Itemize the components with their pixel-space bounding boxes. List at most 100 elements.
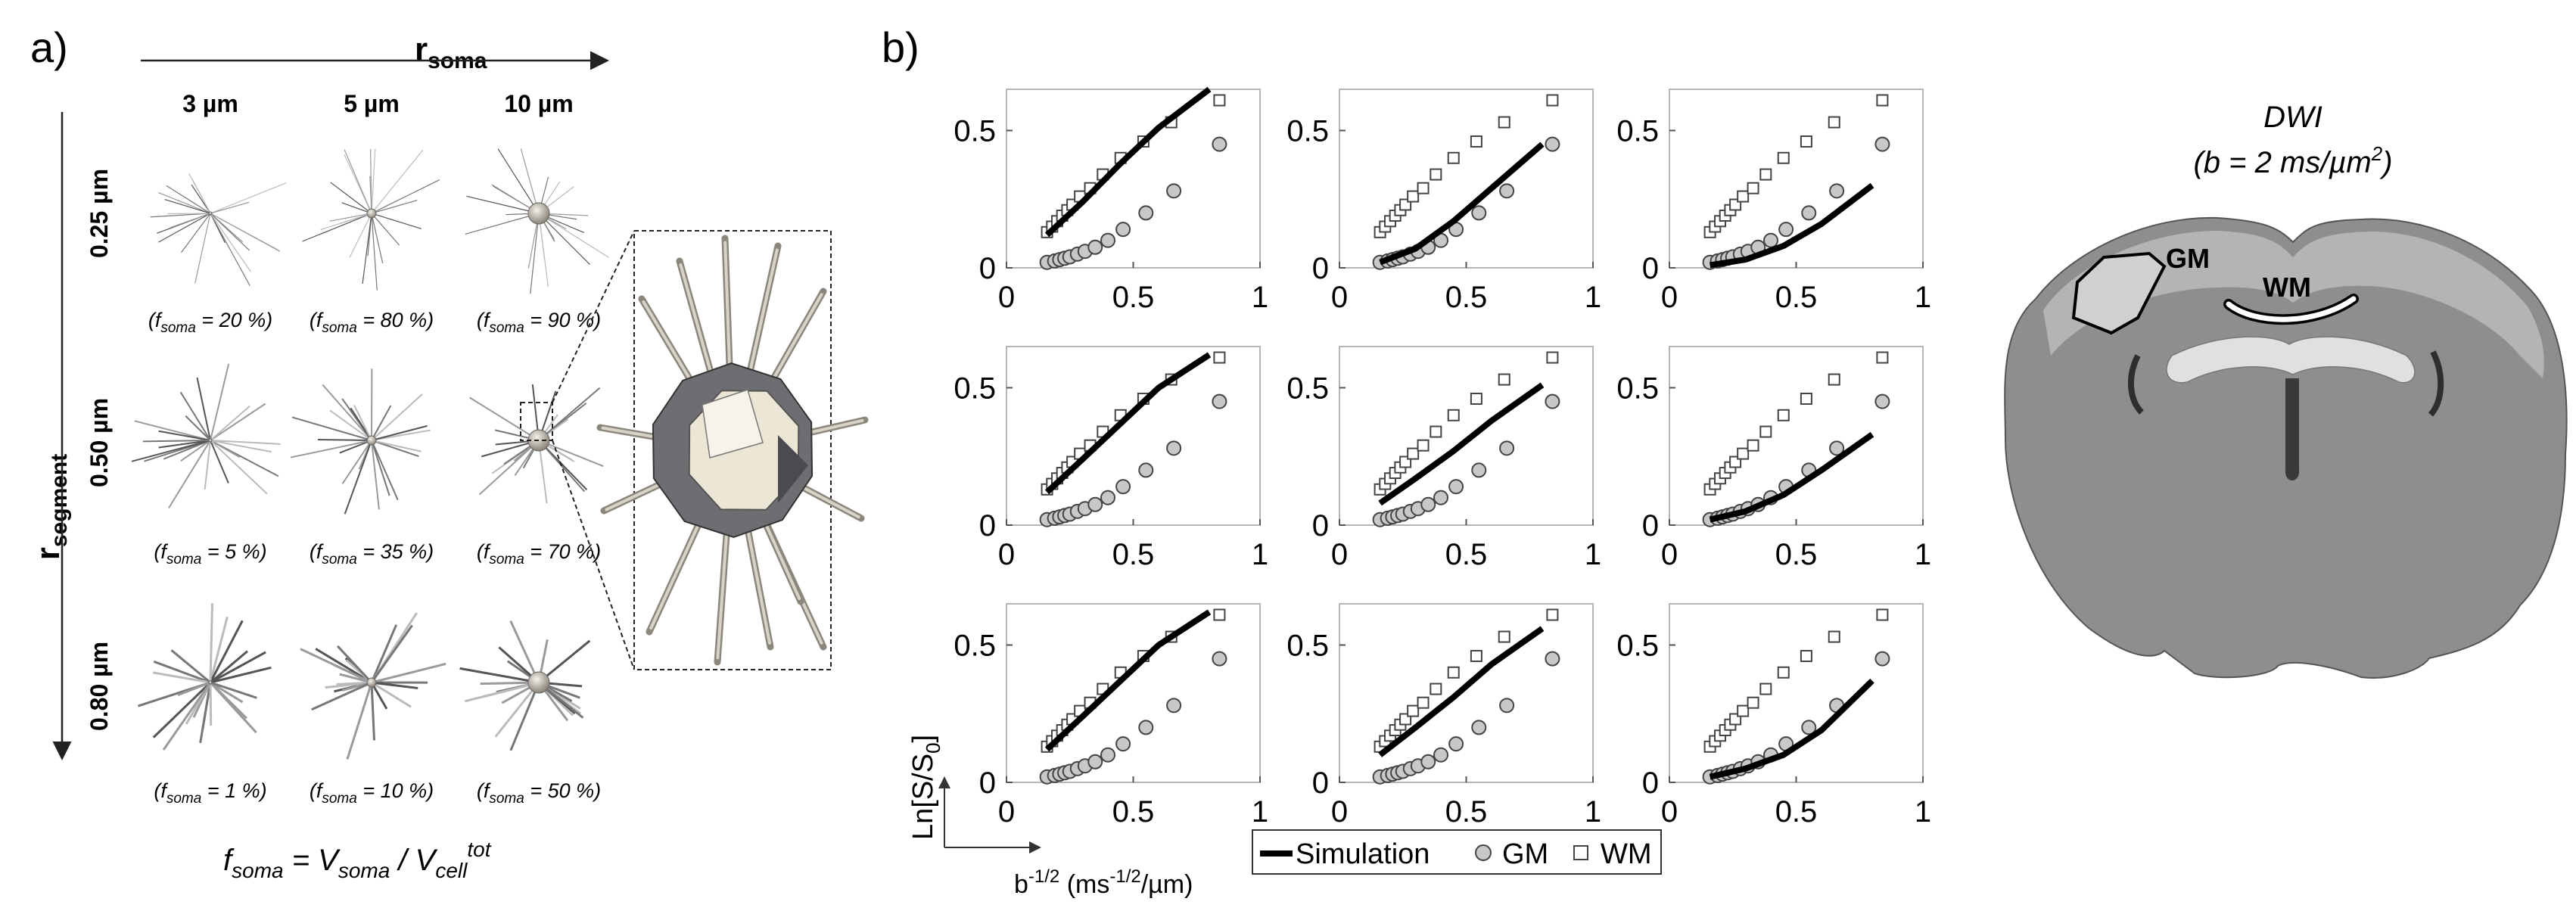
wm-point (1213, 351, 1226, 364)
right-ventricle-edge (2428, 350, 2444, 417)
segment (371, 662, 446, 684)
wm-point (1546, 608, 1559, 621)
gm-point (1100, 747, 1115, 763)
segment (349, 213, 372, 258)
segment (459, 667, 540, 684)
svg-text:rsegment: rsegment (30, 454, 72, 561)
cortex (2043, 231, 2544, 378)
wm-point (1777, 666, 1790, 679)
segment (300, 648, 372, 684)
x-tick-label: 0.5 (1775, 281, 1818, 314)
x-tick-label: 0 (998, 538, 1015, 571)
x-tick-label: 1 (1252, 281, 1268, 314)
neuron-model-grid (131, 148, 609, 760)
segment (134, 420, 211, 441)
x-tick-label: 0 (1331, 281, 1348, 314)
gm-point (1545, 393, 1560, 409)
gm-point (1420, 496, 1436, 512)
segment (210, 650, 248, 684)
wm-point (1407, 190, 1420, 203)
wm-point (1498, 116, 1510, 129)
rsegment-axis-label: rsegment (30, 454, 72, 561)
col-header-3: 10 µm (504, 90, 573, 117)
x-tick-label: 0 (1661, 795, 1678, 829)
neuron-model-r1-c3 (465, 148, 609, 294)
soma (366, 208, 377, 219)
segment (210, 666, 272, 684)
segment (158, 440, 211, 449)
segment (164, 199, 211, 214)
simulation-line (1378, 626, 1545, 757)
wm-point (1759, 425, 1772, 438)
wm-point (1800, 135, 1812, 148)
segment (370, 624, 398, 683)
chart-8: 0 0.5 1 0 0.5 (1286, 603, 1601, 829)
chart-frame (1006, 89, 1261, 269)
segment (469, 396, 540, 441)
simulation-line (1378, 382, 1545, 506)
chart-1: 0 0.5 1 0 0.5 (954, 86, 1268, 314)
segment (209, 603, 214, 683)
segment (210, 213, 281, 252)
segment (290, 440, 372, 459)
x-tick-label: 0.5 (1112, 281, 1155, 314)
fsoma-label-r3-c2: (fsoma = 10 %) (310, 779, 434, 807)
wm-point (1498, 373, 1510, 386)
segment (370, 149, 372, 214)
segment (166, 185, 211, 214)
wm-point (1759, 682, 1772, 695)
neuron-model-r3-c3 (459, 620, 591, 751)
col-header-1: 3 µm (182, 90, 238, 117)
segment (520, 148, 540, 214)
segment (341, 202, 372, 214)
legend-simulation-label: Simulation (1296, 838, 1430, 870)
segment (170, 213, 211, 229)
chart-frame (1339, 346, 1594, 526)
soma (527, 202, 550, 225)
gm-point (1545, 136, 1560, 152)
soma-shadow-face (778, 435, 808, 503)
segment (538, 440, 604, 468)
soma (208, 438, 213, 443)
segment (329, 409, 372, 441)
wm-roi (2226, 296, 2357, 322)
chart-frame (1669, 346, 1924, 526)
x-tick-label: 0 (1331, 538, 1348, 571)
simulation-line (1044, 609, 1212, 752)
fsoma-label-r1-c1: (fsoma = 20 %) (148, 309, 272, 336)
zoomed-soma-polyhedron (596, 235, 869, 666)
segment (371, 213, 400, 246)
neuron-model-r1-c1 (150, 173, 287, 286)
x-tick-label: 0.5 (1112, 538, 1155, 571)
chart-5: 0 0.5 1 0 0.5 (1286, 346, 1601, 571)
y-tick-label: 0 (979, 766, 996, 800)
segment (509, 620, 540, 683)
simulation-line (1379, 141, 1545, 266)
gm-point (1471, 205, 1487, 221)
chart-2: 0 0.5 1 0 0.5 (1286, 89, 1601, 314)
segment (330, 182, 372, 214)
legend-gm-label: GM (1502, 838, 1548, 870)
segment (210, 213, 250, 251)
gm-point (1166, 440, 1182, 456)
segment (162, 682, 212, 751)
segment (185, 415, 211, 441)
y-tick-label: 0.5 (954, 114, 996, 148)
segment (344, 149, 372, 214)
x-tick-label: 0 (1331, 795, 1348, 829)
rsoma-axis-label: rsoma (415, 31, 487, 73)
gm-point (1100, 490, 1115, 505)
wm-point (1213, 94, 1226, 107)
segment (371, 440, 390, 496)
wm-point (1213, 608, 1226, 621)
wm-point (1737, 447, 1750, 460)
wm-point (1498, 630, 1510, 643)
segment (344, 440, 372, 515)
segment (131, 440, 211, 462)
segment (538, 213, 609, 258)
x-tick-label: 0 (998, 281, 1015, 314)
soma (366, 677, 377, 688)
zoom-line-bottom (552, 440, 635, 670)
segment (158, 430, 211, 441)
chart-4: 0 0.5 1 0 0.5 (954, 346, 1268, 571)
